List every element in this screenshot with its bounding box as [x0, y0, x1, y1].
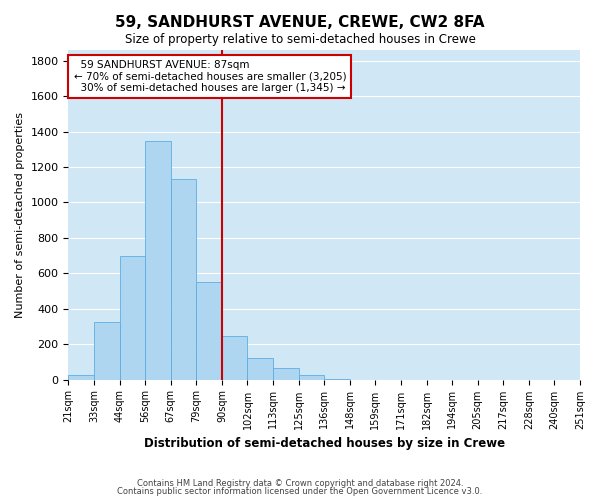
Bar — [273, 368, 299, 380]
Bar — [94, 322, 119, 380]
Bar — [171, 180, 196, 380]
X-axis label: Distribution of semi-detached houses by size in Crewe: Distribution of semi-detached houses by … — [143, 437, 505, 450]
Bar — [196, 282, 222, 380]
Bar — [324, 378, 350, 380]
Y-axis label: Number of semi-detached properties: Number of semi-detached properties — [15, 112, 25, 318]
Bar — [145, 142, 171, 380]
Text: Size of property relative to semi-detached houses in Crewe: Size of property relative to semi-detach… — [125, 32, 475, 46]
Bar — [119, 256, 145, 380]
Text: 59, SANDHURST AVENUE, CREWE, CW2 8FA: 59, SANDHURST AVENUE, CREWE, CW2 8FA — [115, 15, 485, 30]
Bar — [222, 336, 247, 380]
Text: Contains HM Land Registry data © Crown copyright and database right 2024.: Contains HM Land Registry data © Crown c… — [137, 478, 463, 488]
Bar — [247, 358, 273, 380]
Text: Contains public sector information licensed under the Open Government Licence v3: Contains public sector information licen… — [118, 487, 482, 496]
Bar — [68, 375, 94, 380]
Text: 59 SANDHURST AVENUE: 87sqm
← 70% of semi-detached houses are smaller (3,205)
  3: 59 SANDHURST AVENUE: 87sqm ← 70% of semi… — [74, 60, 346, 93]
Bar — [299, 375, 324, 380]
